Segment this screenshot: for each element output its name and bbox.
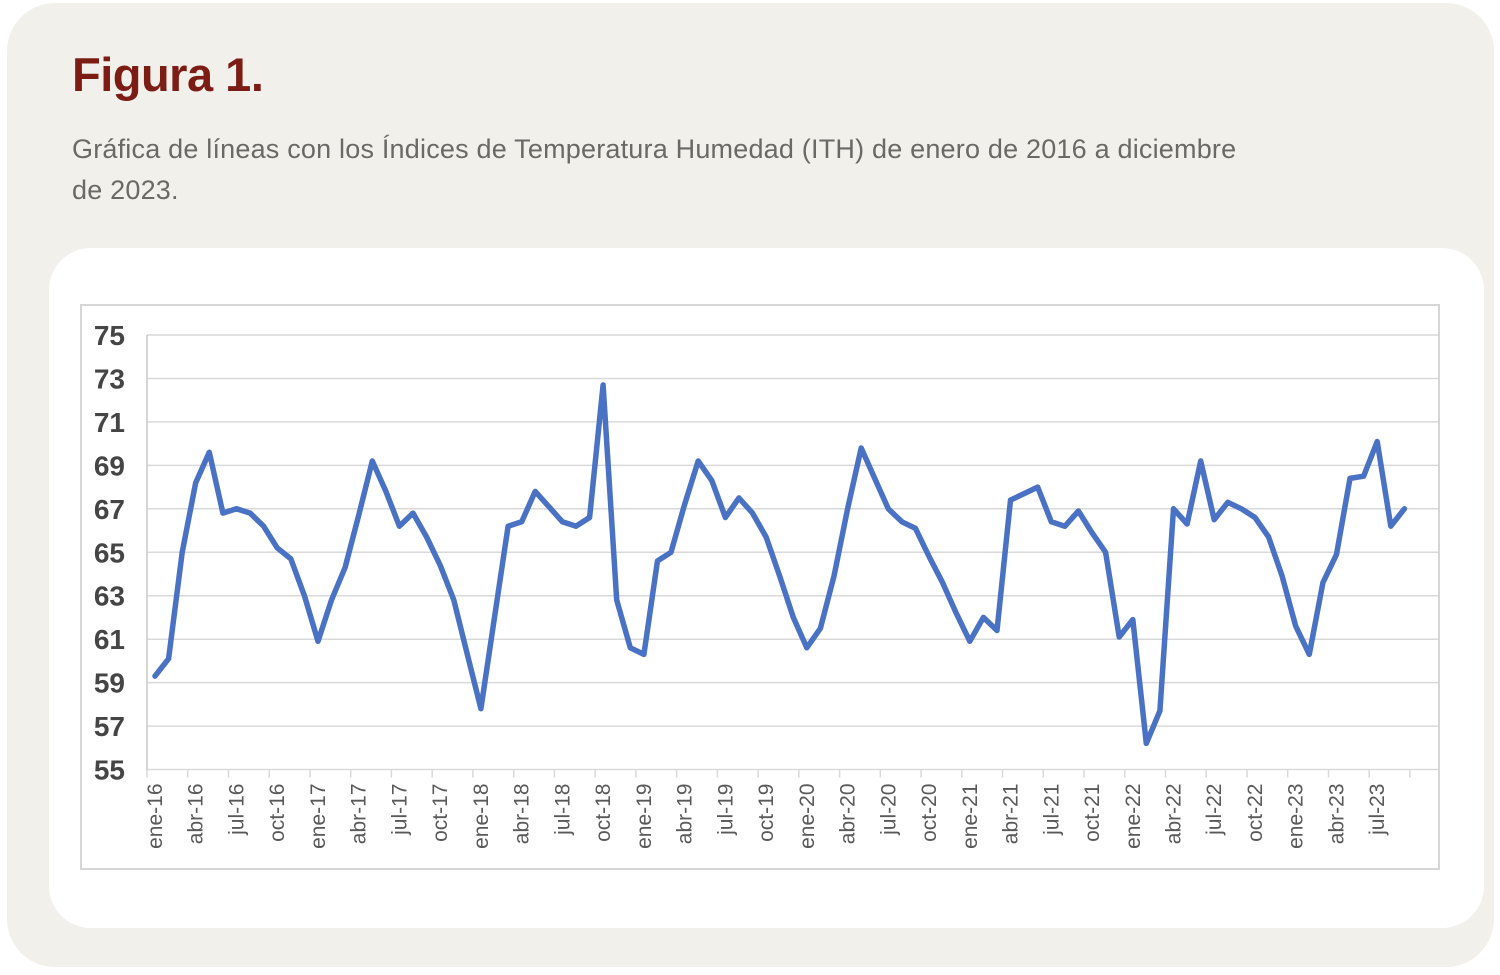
y-axis-tick-label: 57 bbox=[94, 711, 125, 742]
x-axis-tick-label: jul-22 bbox=[1203, 784, 1226, 836]
chart-card: 55 57 59 61 63 65 67 69 71 73 75 ene-16 abr-16 jul-16… bbox=[49, 248, 1484, 928]
y-axis-tick-label: 65 bbox=[94, 537, 125, 568]
x-axis-tick-label: oct-21 bbox=[1081, 784, 1104, 842]
y-axis-tick-label: 75 bbox=[94, 320, 125, 351]
x-axis-tick-label: oct-16 bbox=[266, 784, 289, 842]
y-axis-tick-label: 71 bbox=[94, 407, 125, 438]
x-axis-tick-label: abr-20 bbox=[837, 784, 860, 845]
x-axis-tick-label: jul-23 bbox=[1366, 784, 1389, 836]
x-axis-tick-label: oct-18 bbox=[592, 784, 615, 842]
page-surface: Figura 1. Gráfica de líneas con los Índi… bbox=[7, 3, 1494, 967]
x-axis-tick-label: abr-17 bbox=[348, 784, 371, 845]
chart-frame: 55 57 59 61 63 65 67 69 71 73 75 ene-16 abr-16 jul-16… bbox=[80, 304, 1440, 870]
x-axis-tick-label: jul-20 bbox=[877, 784, 900, 836]
x-axis-tick-label: abr-19 bbox=[674, 784, 697, 845]
y-axis-tick-label: 63 bbox=[94, 581, 125, 612]
x-axis-tick-label: abr-21 bbox=[1000, 784, 1023, 845]
figure-caption: Gráfica de líneas con los Índices de Tem… bbox=[72, 134, 1237, 205]
y-axis-tick-label: 55 bbox=[94, 755, 125, 786]
figure-title: Figura 1. bbox=[72, 48, 264, 101]
x-axis-tick-label: oct-17 bbox=[429, 784, 452, 842]
x-axis-tick-label: ene-19 bbox=[633, 784, 656, 849]
x-axis-tick-label: jul-21 bbox=[1040, 784, 1063, 836]
x-axis-tick-label: ene-17 bbox=[307, 784, 330, 849]
x-axis-tick-label: abr-16 bbox=[185, 784, 208, 845]
x-axis-tick-label: oct-19 bbox=[755, 784, 778, 842]
x-axis-tick-label: jul-18 bbox=[551, 784, 574, 836]
ith-series-line bbox=[152, 382, 1408, 747]
y-axis-tick-label: 61 bbox=[94, 624, 125, 655]
x-axis-tick-label: abr-23 bbox=[1326, 784, 1349, 845]
x-axis-tick-label: abr-18 bbox=[511, 784, 534, 845]
x-axis-tick-label: jul-17 bbox=[388, 784, 411, 836]
x-axis-tick-label: oct-22 bbox=[1244, 784, 1267, 842]
y-axis-tick-label: 73 bbox=[94, 364, 125, 395]
x-axis-tick-label: jul-19 bbox=[714, 784, 737, 836]
x-axis-tick-label: ene-18 bbox=[470, 784, 493, 849]
x-axis-tick-label: ene-20 bbox=[796, 784, 819, 849]
x-axis-tick-label: ene-21 bbox=[959, 784, 982, 849]
x-axis-tick-label: ene-22 bbox=[1122, 784, 1145, 849]
x-axis-tick-label: oct-20 bbox=[918, 784, 941, 842]
x-axis-tick-label: ene-23 bbox=[1285, 784, 1308, 849]
x-axis-tick-label: jul-16 bbox=[226, 784, 249, 836]
y-axis-tick-label: 59 bbox=[94, 668, 125, 699]
ith-line-chart: 55 57 59 61 63 65 67 69 71 73 75 ene-16 abr-16 jul-16… bbox=[94, 320, 1438, 849]
x-axis-tick-label: abr-22 bbox=[1163, 784, 1186, 845]
y-axis-tick-label: 67 bbox=[94, 494, 125, 525]
y-axis-tick-label: 69 bbox=[94, 450, 125, 481]
x-axis-tick-label: ene-16 bbox=[144, 784, 167, 849]
